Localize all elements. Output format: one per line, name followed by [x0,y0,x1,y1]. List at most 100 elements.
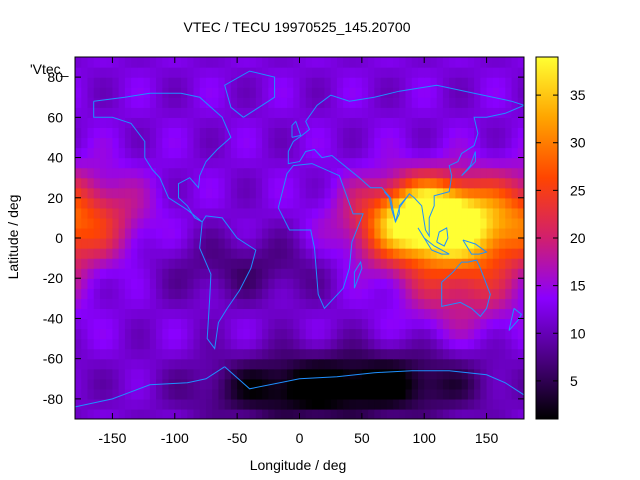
heatmap-cell [405,388,413,400]
heatmap-cell [399,137,407,149]
heatmap-cell [486,177,494,189]
heatmap-cell [405,147,413,159]
heatmap-cell [405,97,413,108]
heatmap-cell [149,368,157,380]
heatmap-cell [255,378,263,390]
heatmap-cell [349,278,357,289]
heatmap-cell [212,77,220,88]
heatmap-cell [137,338,145,350]
heatmap-cell [442,187,450,199]
heatmap-cell [499,77,506,88]
heatmap-cell [224,147,232,159]
heatmap-cell [449,348,457,360]
heatmap-cell [449,207,457,219]
heatmap-cell [93,268,101,279]
heatmap-cell [287,187,294,199]
heatmap-cell [467,398,475,410]
heatmap-cell [193,217,201,229]
heatmap-cell [274,268,282,279]
heatmap-cell [181,77,188,88]
heatmap-cell [517,97,524,108]
heatmap-cell [474,77,481,88]
heatmap-cell [268,238,276,249]
heatmap-cell [224,187,232,199]
heatmap-cell [168,328,176,340]
heatmap-cell [262,77,269,88]
heatmap-cell [449,57,457,68]
heatmap-cell [461,398,469,410]
heatmap-cell [249,127,257,139]
heatmap-cell [81,127,89,139]
heatmap-cell [81,137,89,149]
heatmap-cell [442,217,450,229]
heatmap-cell [449,197,457,209]
heatmap-cell [399,338,407,350]
heatmap-cell [218,308,226,320]
heatmap-cell [181,227,188,239]
heatmap-cell [311,288,319,299]
heatmap-cell [430,258,438,269]
heatmap-cell [131,197,138,209]
heatmap-cell [480,207,488,219]
heatmap-cell [393,368,400,380]
heatmap-cell [505,177,513,189]
heatmap-cell [455,288,463,299]
heatmap-cell [112,378,120,390]
heatmap-cell [224,217,232,229]
heatmap-cell [268,348,276,360]
heatmap-cell [343,137,350,149]
heatmap-cell [393,207,400,219]
heatmap-cell [124,358,132,370]
heatmap-cell [299,177,307,189]
heatmap-cell [492,338,500,350]
heatmap-cell [143,197,151,209]
heatmap-cell [274,207,282,219]
heatmap-cell [143,137,151,149]
heatmap-cell [255,398,263,410]
heatmap-cell [467,348,475,360]
heatmap-cell [349,177,357,189]
heatmap-cell [174,157,182,169]
heatmap-cell [467,197,475,209]
heatmap-cell [205,388,213,400]
heatmap-cell [411,77,419,88]
heatmap-cell [442,227,450,239]
heatmap-cell [380,248,388,259]
heatmap-cell [274,147,282,159]
heatmap-cell [480,408,488,419]
heatmap-cell [131,388,138,400]
heatmap-cell [81,147,89,159]
heatmap-cell [193,248,201,259]
heatmap-cell [474,278,481,289]
y-tick-label: 20 [47,190,63,206]
heatmap-cell [386,127,394,139]
heatmap-cell [287,408,294,419]
heatmap-cell [268,107,276,118]
heatmap-cell [243,358,251,370]
heatmap-cell [137,328,145,340]
heatmap-cell [174,238,182,249]
heatmap-cell [156,97,163,108]
heatmap-cell [137,388,145,400]
heatmap-cell [274,278,282,289]
heatmap-cell [517,258,524,269]
heatmap-cell [393,278,400,289]
heatmap-cell [393,77,400,88]
heatmap-cell [274,227,282,239]
heatmap-cell [280,388,288,400]
heatmap-cell [118,318,126,330]
heatmap-cell [106,348,114,360]
heatmap-cell [168,288,176,299]
heatmap-cell [168,197,176,209]
heatmap-cell [405,127,413,139]
heatmap-cell [237,278,244,289]
heatmap-cell [106,147,114,159]
heatmap-cell [81,288,89,299]
heatmap-cell [274,318,282,330]
heatmap-cell [474,187,481,199]
heatmap-cell [318,368,326,380]
heatmap-cell [112,288,120,299]
heatmap-cell [287,398,294,410]
heatmap-cell [336,308,344,320]
heatmap-cell [405,117,413,128]
